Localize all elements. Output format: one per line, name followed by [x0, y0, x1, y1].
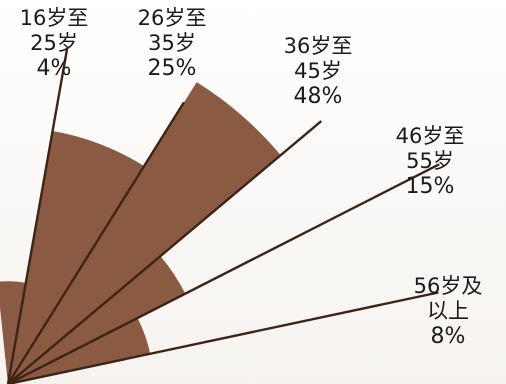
label-36-45-group: 36岁至: [283, 34, 353, 58]
label-26-35: 26岁至 35岁 25%: [122, 6, 222, 81]
label-16-25: 16岁至 25岁 4%: [8, 6, 100, 81]
leader-line-3: [7, 163, 440, 384]
label-56-plus-group: 56岁及: [413, 274, 483, 298]
label-26-35-group: 26岁至: [137, 6, 207, 30]
label-56-plus: 56岁及 以上 8%: [398, 274, 498, 349]
leader-line-4: [7, 291, 439, 384]
label-56-plus-value: 8%: [430, 324, 466, 349]
leader-line-2: [7, 120, 323, 384]
label-26-35-range: 35岁: [148, 31, 196, 55]
leader-line-0: [6, 48, 69, 384]
wedge-2: [8, 82, 281, 384]
label-36-45-range: 45岁: [294, 59, 342, 83]
label-16-25-range: 25岁: [30, 31, 78, 55]
wedge-3: [8, 256, 186, 384]
label-26-35-value: 25%: [147, 56, 197, 81]
label-16-25-value: 4%: [36, 56, 72, 81]
label-46-55-group: 46岁至: [395, 124, 465, 148]
label-36-45: 36岁至 45岁 48%: [268, 34, 368, 109]
wedge-4: [8, 318, 151, 384]
label-36-45-value: 48%: [293, 84, 343, 109]
label-46-55: 46岁至 55岁 15%: [380, 124, 480, 199]
label-16-25-group: 16岁至: [19, 6, 89, 30]
wedge-0: [0, 281, 26, 384]
label-46-55-value: 15%: [405, 174, 455, 199]
label-56-plus-range: 以上: [427, 299, 469, 323]
label-46-55-range: 55岁: [406, 149, 454, 173]
leader-line-1: [6, 101, 185, 384]
